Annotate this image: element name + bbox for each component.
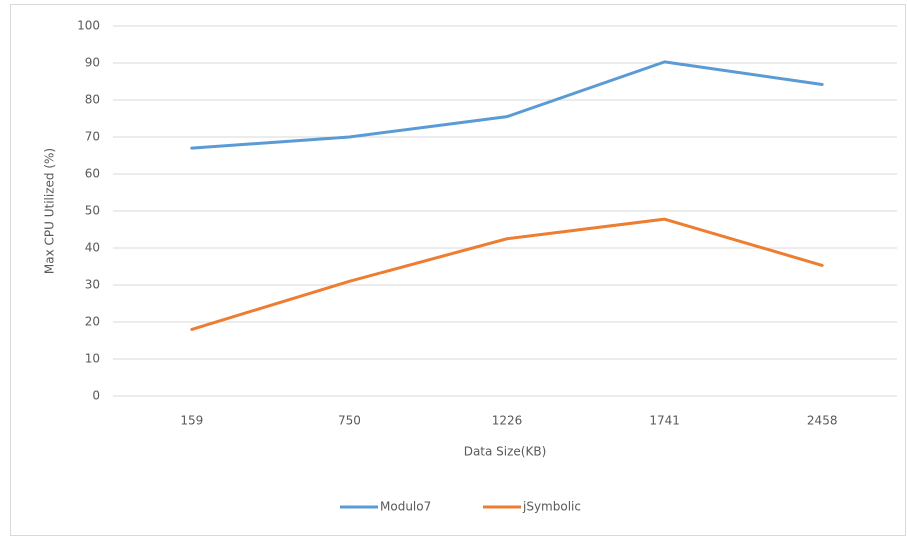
y-tick-label: 80 — [85, 93, 100, 107]
legend-label: jSymbolic — [522, 500, 581, 514]
y-tick-label: 20 — [85, 315, 100, 329]
y-tick-label: 90 — [85, 56, 100, 70]
legend-label: Modulo7 — [380, 500, 431, 514]
series-line — [190, 60, 824, 150]
y-tick-label: 100 — [77, 19, 100, 33]
series-line — [190, 217, 824, 331]
y-tick-label: 40 — [85, 241, 100, 255]
chart-border — [10, 4, 906, 536]
x-tick-label: 750 — [338, 414, 361, 428]
y-tick-label: 10 — [85, 352, 100, 366]
y-tick-label: 50 — [85, 204, 100, 218]
y-axis-label: Max CPU Utilized (%) — [43, 148, 57, 274]
y-tick-label: 30 — [85, 278, 100, 292]
x-tick-label: 2458 — [807, 414, 838, 428]
x-tick-label: 159 — [180, 414, 203, 428]
x-tick-label: 1226 — [492, 414, 523, 428]
x-tick-label: 1741 — [649, 414, 680, 428]
x-axis-label: Data Size(KB) — [464, 445, 547, 459]
y-tick-label: 0 — [92, 389, 100, 403]
y-tick-label: 70 — [85, 130, 100, 144]
y-tick-label: 60 — [85, 167, 100, 181]
